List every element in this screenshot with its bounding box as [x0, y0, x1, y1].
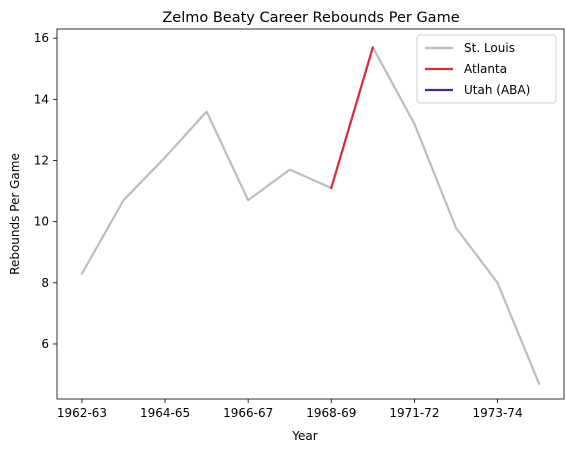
- y-tick-label: 10: [34, 215, 49, 229]
- series-line-st-louis: [80, 46, 541, 385]
- legend-frame: [416, 34, 557, 104]
- x-tick-label: 1966-67: [223, 406, 273, 420]
- legend-label-utah-aba: Utah (ABA): [464, 83, 530, 97]
- legend-label-atlanta: Atlanta: [464, 62, 507, 76]
- y-axis: 6 8 10 12 14 16: [34, 31, 57, 351]
- y-tick-label: 14: [34, 92, 49, 106]
- x-tick-label: 1971-72: [389, 406, 439, 420]
- y-tick-label: 6: [41, 337, 49, 351]
- series-layer: [80, 46, 541, 385]
- x-tick-label: 1964-65: [140, 406, 190, 420]
- plot-area-frame: [56, 28, 565, 400]
- x-axis-title: Year: [291, 429, 317, 443]
- x-tick-label: 1962-63: [57, 406, 107, 420]
- series-line-atlanta: [330, 46, 374, 190]
- legend: St. Louis Atlanta Utah (ABA): [416, 34, 557, 104]
- x-axis: 1962-63 1964-65 1966-67 1968-69 1971-72 1973-…: [57, 399, 523, 420]
- y-tick-label: 16: [34, 31, 49, 45]
- x-tick-label: 1973-74: [472, 406, 522, 420]
- chart-title: Zelmo Beaty Career Rebounds Per Game: [162, 10, 459, 26]
- y-tick-label: 8: [41, 276, 49, 290]
- x-tick-label: 1968-69: [306, 406, 356, 420]
- y-axis-title: Rebounds Per Game: [8, 153, 22, 275]
- legend-label-st-louis: St. Louis: [464, 41, 515, 55]
- y-tick-label: 12: [34, 153, 49, 167]
